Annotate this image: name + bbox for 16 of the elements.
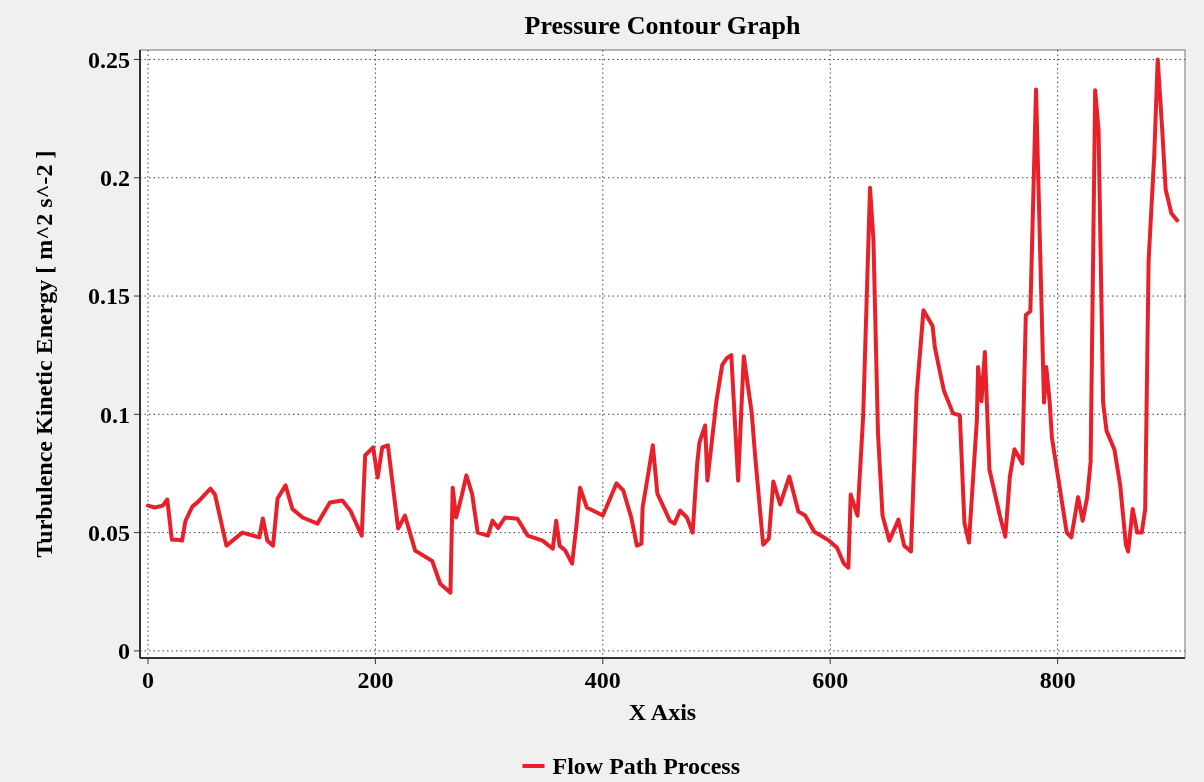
y-axis-title: Turbulence Kinetic Energy [ m^2 s^-2 ] <box>31 150 57 558</box>
y-tick-label: 0.1 <box>100 401 130 428</box>
y-tick-label: 0.15 <box>88 283 130 310</box>
chart-title: Pressure Contour Graph <box>524 11 801 40</box>
legend-label: Flow Path Process <box>552 753 741 780</box>
y-tick-label: 0.25 <box>88 46 130 73</box>
x-tick-label: 800 <box>1039 667 1076 693</box>
x-tick-label: 400 <box>584 667 621 693</box>
y-tick-label: 0.2 <box>100 165 130 192</box>
y-tick-label: 0 <box>118 638 130 665</box>
line-series <box>145 57 1180 595</box>
x-tick-label: 200 <box>357 667 394 693</box>
x-tick-label: 600 <box>812 667 849 693</box>
y-tick-label: 0.05 <box>88 520 130 547</box>
x-axis-title: X Axis <box>628 699 697 725</box>
x-tick-label: 0 <box>141 667 154 693</box>
